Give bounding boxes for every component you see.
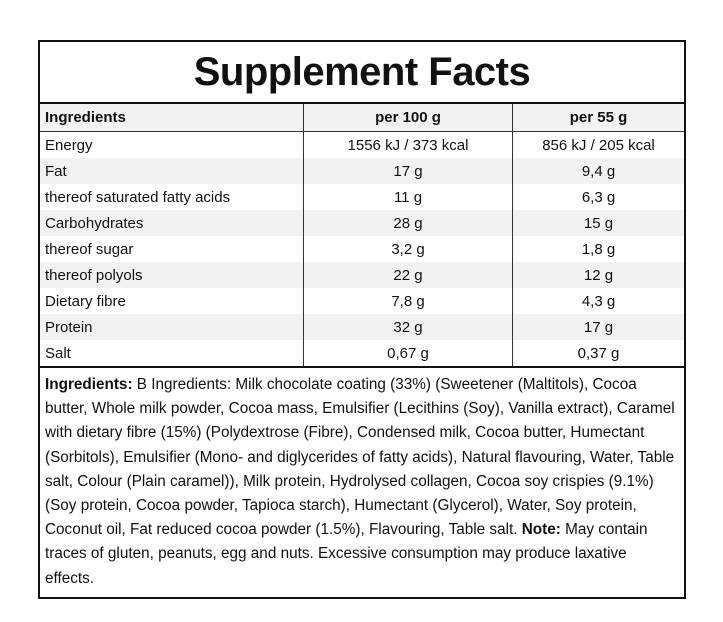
ingredients-text: Ingredients: B Ingredients: Milk chocola… [40, 366, 684, 597]
header-per-100g: per 100 g [303, 104, 513, 132]
ingredients-label: Ingredients: [45, 376, 133, 393]
value-per-100g: 28 g [303, 210, 513, 236]
value-per-100g: 32 g [303, 314, 513, 340]
panel-title: Supplement Facts [40, 42, 684, 104]
nutrient-name: thereof polyols [40, 262, 304, 288]
value-per-100g: 1556 kJ / 373 kcal [303, 131, 513, 158]
nutrient-name: Carbohydrates [40, 210, 304, 236]
table-row: Fat 17 g 9,4 g [40, 158, 684, 184]
nutrient-name: thereof saturated fatty acids [45, 188, 231, 206]
value-per-serving: 17 g [512, 314, 684, 340]
value-per-serving: 1,8 g [512, 236, 684, 262]
nutrition-table: Ingredients per 100 g per 55 g Energy 155… [40, 104, 684, 366]
value-per-100g: 22 g [303, 262, 513, 288]
table-row: Dietary fibre 7,8 g 4,3 g [40, 288, 684, 314]
nutrient-name: Energy [45, 136, 93, 154]
value-per-serving: 15 g [512, 210, 684, 236]
value-per-serving: 4,3 g [512, 288, 684, 314]
nutrient-name: Protein [40, 314, 304, 340]
value-per-100g: 0,67 g [303, 340, 513, 366]
value-per-serving: 6,3 g [512, 184, 684, 210]
table-row: Carbohydrates 28 g 15 g [40, 210, 684, 236]
table-row: thereof sugar 3,2 g 1,8 g [40, 236, 684, 262]
table-row: thereof saturated fatty acids 11 g 6,3 g [40, 184, 684, 210]
nutrient-name: Fat [40, 158, 304, 184]
value-per-serving: 12 g [512, 262, 684, 288]
table-row: thereof polyols 22 g 12 g [40, 262, 684, 288]
value-per-100g: 7,8 g [303, 288, 513, 314]
supplement-facts-panel: Supplement Facts Ingredients per 100 g p… [38, 40, 686, 599]
note-label: Note: [521, 521, 561, 539]
header-per-serving: per 55 g [512, 104, 684, 132]
nutrient-name: Dietary fibre [45, 292, 126, 310]
note-text: May contain traces of gluten, peanuts, e… [45, 521, 648, 587]
ingredients-list: B Ingredients: Milk chocolate coating (3… [45, 376, 675, 539]
value-per-serving: 856 kJ / 205 kcal [512, 131, 684, 158]
value-per-serving: 0,37 g [512, 340, 684, 366]
table-row: Protein 32 g 17 g [40, 314, 684, 340]
value-per-100g: 17 g [303, 158, 513, 184]
table-header-row: Ingredients per 100 g per 55 g [40, 104, 684, 132]
value-per-100g: 3,2 g [303, 236, 513, 262]
nutrient-name: Salt [45, 344, 71, 362]
nutrient-name: thereof sugar [45, 240, 134, 258]
header-ingredients: Ingredients [40, 104, 304, 132]
value-per-serving: 9,4 g [512, 158, 684, 184]
table-row: Salt 0,67 g 0,37 g [40, 340, 684, 366]
value-per-100g: 11 g [303, 184, 513, 210]
table-row: Energy 1556 kJ / 373 kcal 856 kJ / 205 kca… [40, 131, 684, 158]
